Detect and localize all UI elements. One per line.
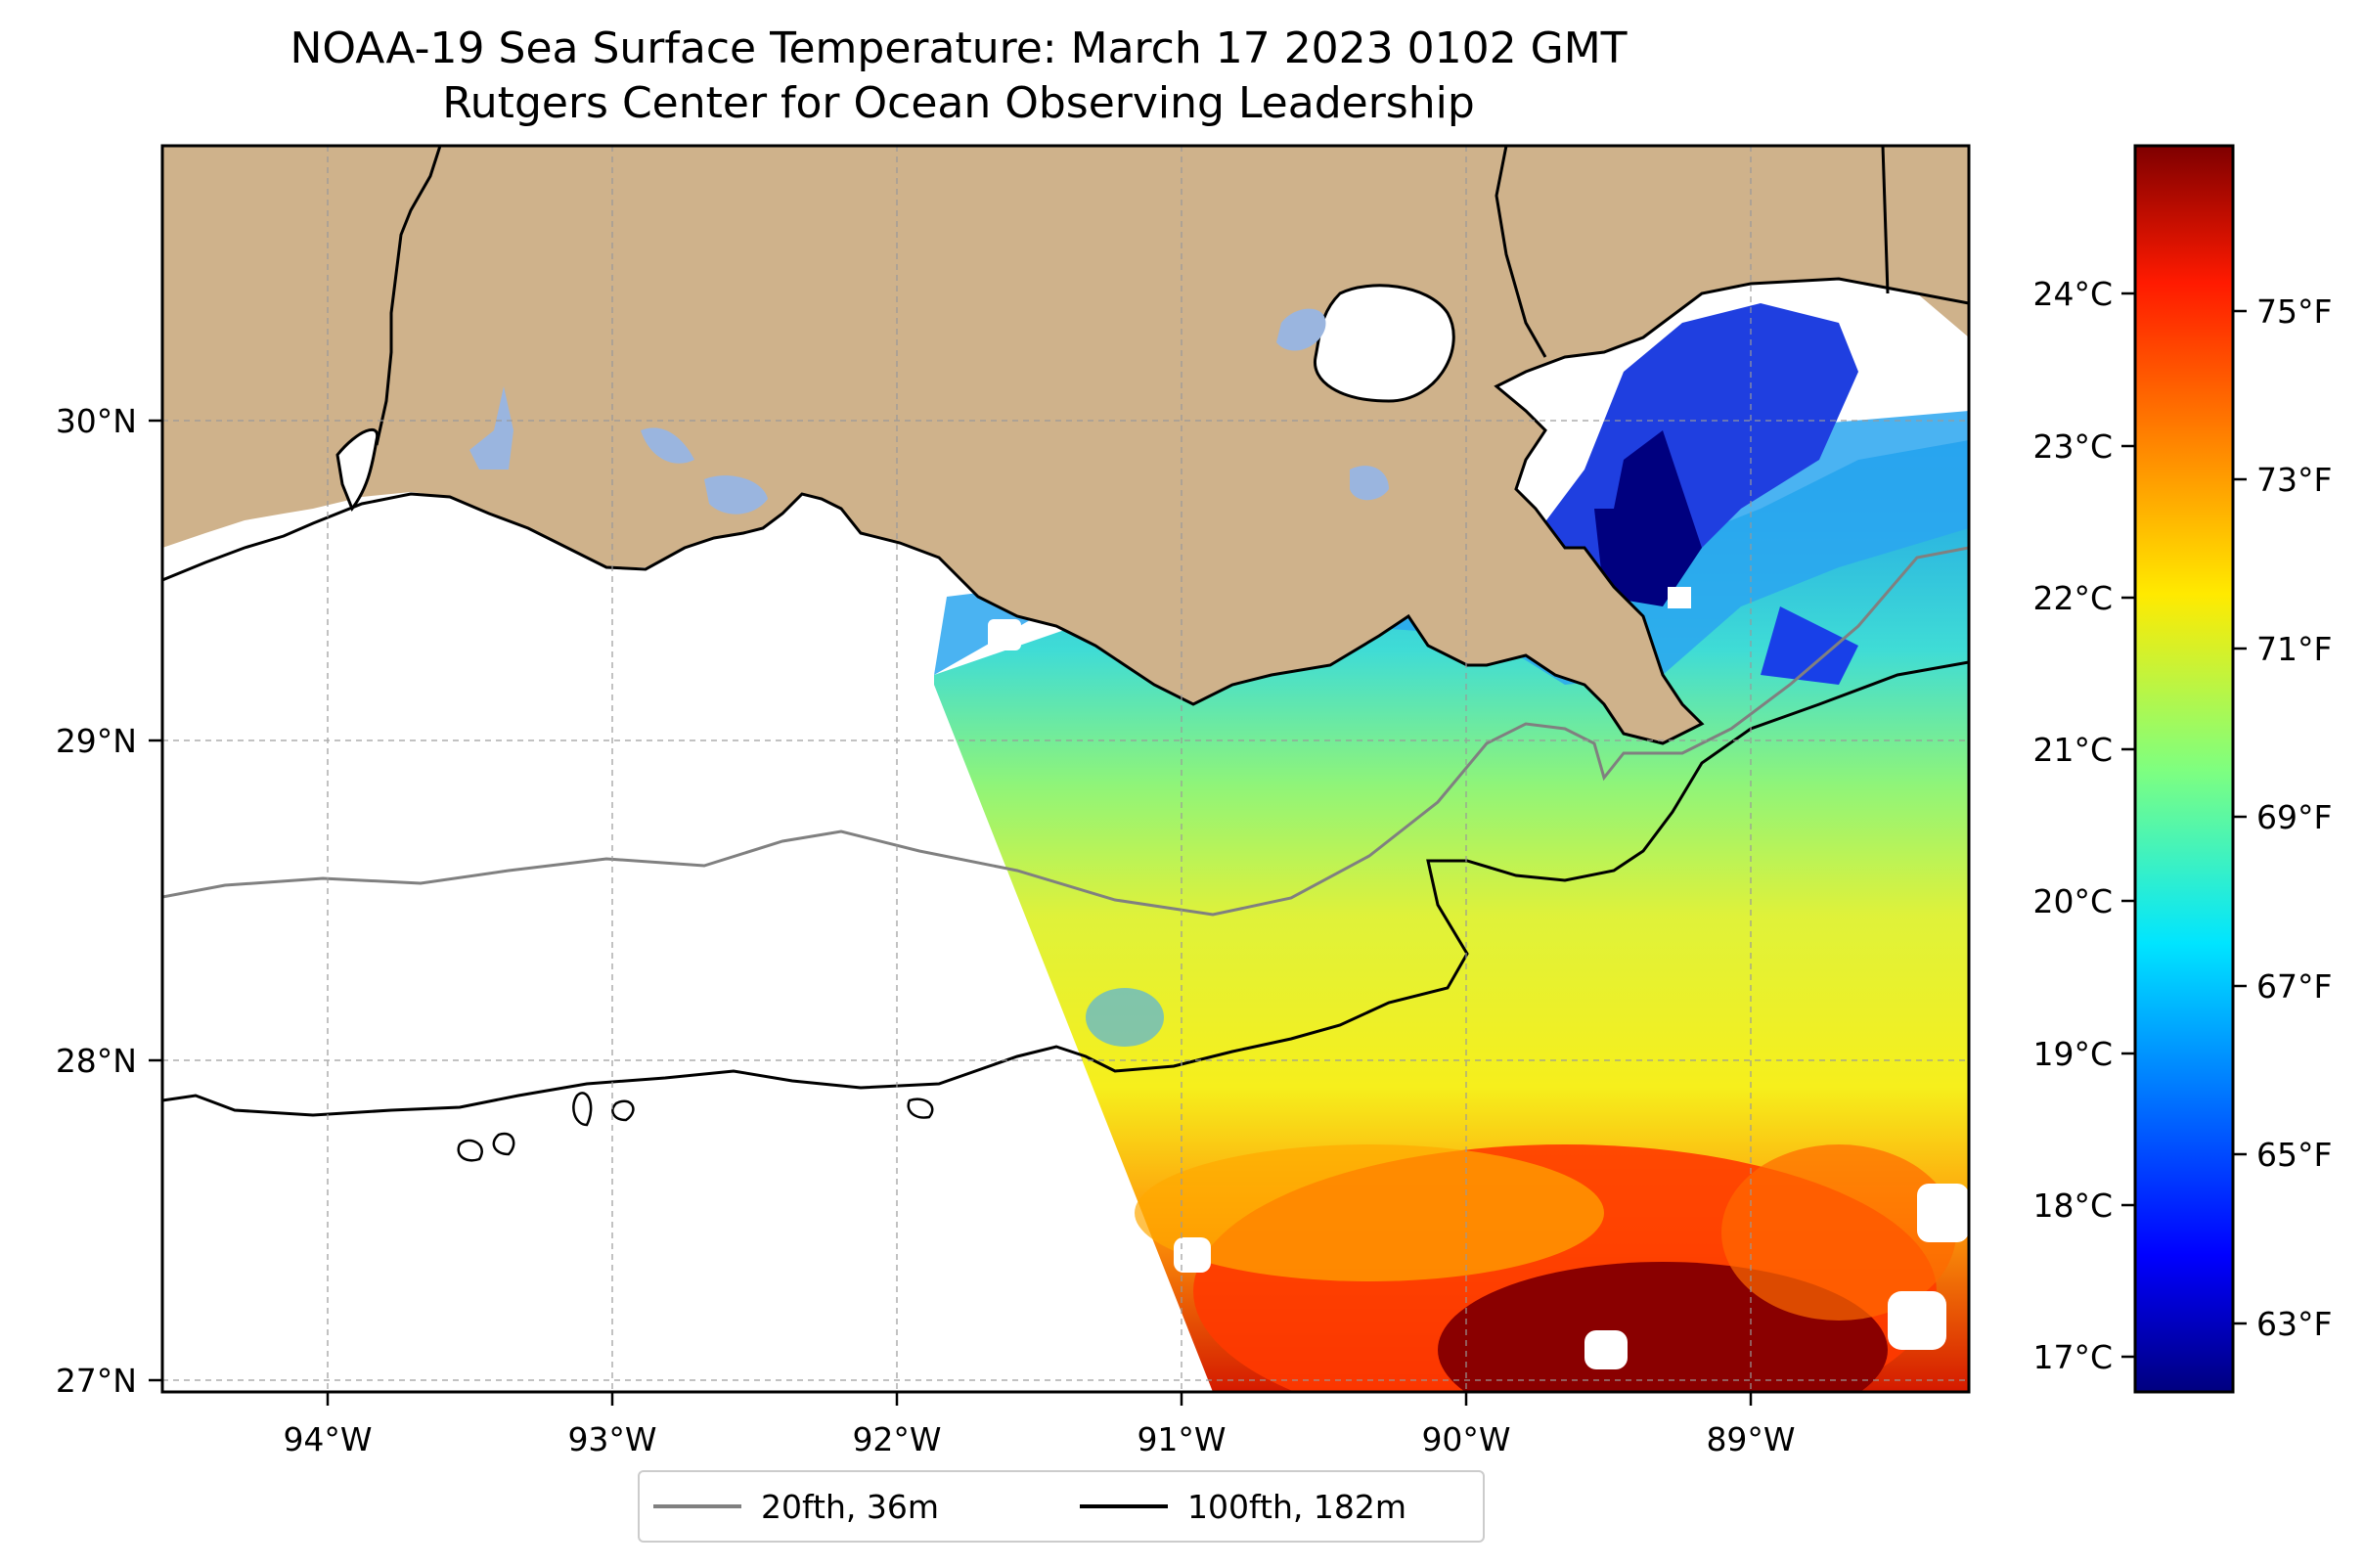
celsius-tick-label: 21°C	[2032, 731, 2113, 769]
lat-tick-label: 27°N	[56, 1362, 137, 1400]
lat-tick-label: 29°N	[56, 722, 137, 760]
legend-item-20fth: 20fth, 36m	[653, 1472, 939, 1541]
inland-lake	[1276, 308, 1326, 351]
lake-pontchartrain	[1313, 284, 1455, 403]
legend-item-100fth: 100fth, 182m	[1080, 1472, 1406, 1541]
lon-tick-label: 93°W	[567, 1420, 656, 1458]
fahrenheit-tick-label: 73°F	[2256, 461, 2332, 499]
celsius-tick-label: 20°C	[2032, 882, 2113, 920]
legend-label: 20fth, 36m	[761, 1487, 939, 1526]
fahrenheit-tick-label: 71°F	[2256, 630, 2332, 668]
lon-tick-label: 94°W	[283, 1420, 372, 1458]
legend-label: 100fth, 182m	[1187, 1487, 1406, 1526]
coastline	[162, 277, 1969, 745]
legend: 20fth, 36m 100fth, 182m	[638, 1470, 1485, 1543]
lon-tick-label: 92°W	[852, 1420, 941, 1458]
lat-tick-label: 28°N	[56, 1042, 137, 1080]
legend-line-black	[1080, 1504, 1168, 1508]
fahrenheit-tick-label: 75°F	[2256, 292, 2332, 331]
lon-tick-label: 89°W	[1706, 1420, 1795, 1458]
chart-title: NOAA-19 Sea Surface Temperature: March 1…	[290, 23, 1628, 73]
contour-20fth	[162, 546, 1969, 917]
fahrenheit-tick-label: 65°F	[2256, 1136, 2332, 1174]
lon-tick-label: 90°W	[1421, 1420, 1510, 1458]
legend-line-gray	[653, 1504, 741, 1508]
lon-tick-label: 91°W	[1137, 1420, 1226, 1458]
celsius-tick-label: 19°C	[2032, 1035, 2113, 1073]
fahrenheit-tick-label: 63°F	[2256, 1305, 2332, 1343]
celsius-tick-label: 17°C	[2032, 1338, 2113, 1376]
lat-tick-label: 30°N	[56, 402, 137, 440]
colorbar-ticks	[2121, 291, 2247, 1359]
map-area	[162, 146, 1969, 1392]
sst-swath	[934, 303, 1969, 1392]
coldest-plume	[1594, 430, 1702, 606]
map-frame	[160, 144, 1971, 1394]
fahrenheit-tick-label: 69°F	[2256, 798, 2332, 836]
colorbar	[2133, 144, 2235, 1394]
gridlines	[162, 146, 1969, 1392]
axis-ticks	[149, 419, 1753, 1406]
celsius-tick-label: 22°C	[2032, 579, 2113, 617]
celsius-tick-label: 23°C	[2032, 427, 2113, 466]
fahrenheit-tick-label: 67°F	[2256, 967, 2332, 1006]
chart-subtitle: Rutgers Center for Ocean Observing Leade…	[442, 78, 1475, 128]
contour-100fth	[162, 660, 1969, 1117]
celsius-tick-label: 18°C	[2032, 1187, 2113, 1225]
celsius-tick-label: 24°C	[2032, 275, 2113, 313]
